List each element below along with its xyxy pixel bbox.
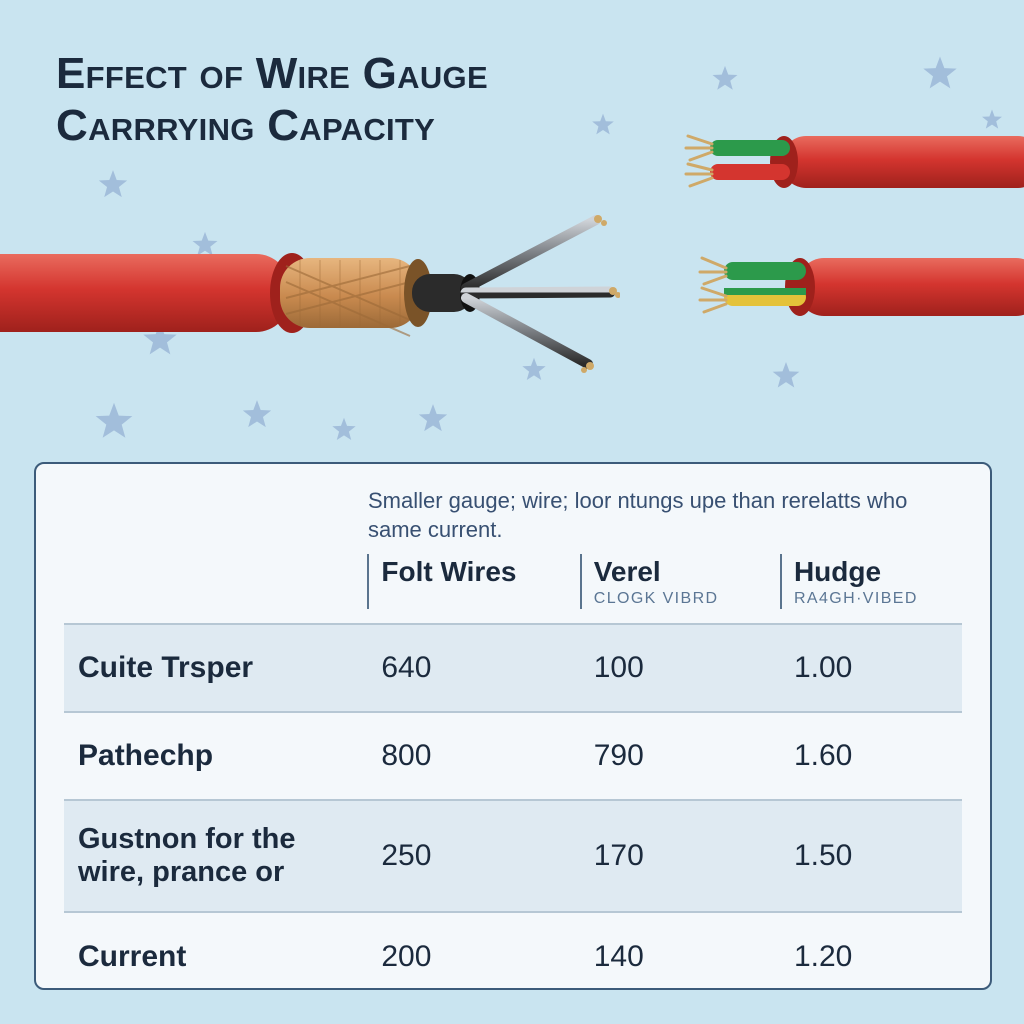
col-header-1: Folt Wires [367,548,579,624]
cable-large [0,196,620,396]
star-icon [330,416,358,444]
cell: 200 [367,912,579,1000]
col-header-2: Verel CLOGK VIBRD [580,548,780,624]
col-header-2-sub: CLOGK VIBRD [594,590,766,608]
star-icon [520,356,548,384]
table-row: Gustnon for the wire, prance or 250 170 … [64,800,962,912]
col-header-3-sub: RA4GH·VIBED [794,590,948,608]
star-icon [710,64,740,94]
col-header-3-label: Hudge [794,556,881,587]
cell: 100 [580,624,780,712]
data-panel: Smaller gauge; wire; loor ntungs upe tha… [34,462,992,990]
cell: 800 [367,712,579,800]
star-icon [240,398,274,432]
star-icon [416,402,450,436]
col-header-3: Hudge RA4GH·VIBED [780,548,962,624]
gauge-table: Folt Wires Verel CLOGK VIBRD Hudge RA4GH… [64,548,962,1000]
title-line-2: Carrrying Capacity [56,101,435,150]
cell: 140 [580,912,780,1000]
table-row: Cuite Trsper 640 100 1.00 [64,624,962,712]
cell: 640 [367,624,579,712]
cell: 1.50 [780,800,962,912]
row-label: Gustnon for the wire, prance or [64,800,367,912]
cell: 1.20 [780,912,962,1000]
col-header-empty [64,548,367,624]
star-icon [140,320,180,360]
row-label: Cuite Trsper [64,624,367,712]
page-title: Effect of Wire Gauge Carrrying Capacity [56,48,696,152]
panel-note: Smaller gauge; wire; loor ntungs upe tha… [368,486,948,544]
star-icon [980,108,1004,132]
cell: 1.00 [780,624,962,712]
star-icon [920,54,960,94]
col-header-1-label: Folt Wires [381,556,516,587]
cell: 790 [580,712,780,800]
cell: 250 [367,800,579,912]
star-icon [96,168,130,202]
row-label: Current [64,912,367,1000]
cable-small-pair [672,108,1024,368]
table-header-row: Folt Wires Verel CLOGK VIBRD Hudge RA4GH… [64,548,962,624]
title-line-1: Effect of Wire Gauge [56,49,488,98]
cell: 170 [580,800,780,912]
star-icon [190,230,220,260]
star-icon [770,360,802,392]
cell: 1.60 [780,712,962,800]
star-icon [92,400,136,444]
hero-illustration: Effect of Wire Gauge Carrrying Capacity [0,0,1024,460]
col-header-2-label: Verel [594,556,661,587]
row-label: Pathechp [64,712,367,800]
table-row: Pathechp 800 790 1.60 [64,712,962,800]
table-row: Current 200 140 1.20 [64,912,962,1000]
